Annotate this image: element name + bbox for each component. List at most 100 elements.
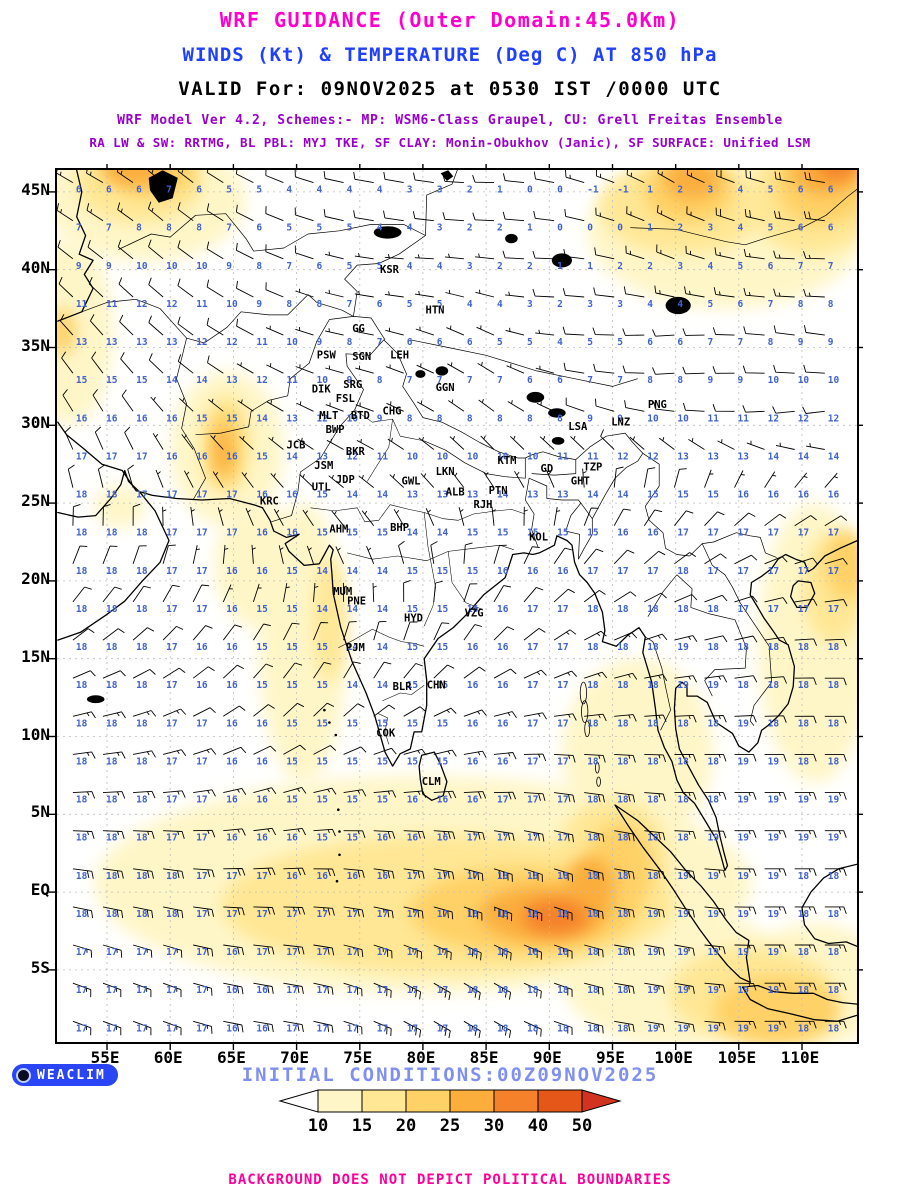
svg-text:18: 18 — [587, 1023, 599, 1034]
svg-text:5: 5 — [407, 299, 413, 310]
svg-text:14: 14 — [256, 413, 268, 424]
svg-text:17: 17 — [557, 604, 568, 615]
svg-text:2: 2 — [677, 223, 683, 234]
svg-text:6: 6 — [557, 375, 563, 386]
svg-text:8: 8 — [286, 299, 292, 310]
temperature-colorbar: 10 15 20 25 30 40 50 — [278, 1088, 622, 1140]
background-disclaimer: BACKGROUND DOES NOT DEPICT POLITICAL BOU… — [228, 1172, 672, 1188]
svg-text:16: 16 — [256, 566, 268, 577]
svg-text:19: 19 — [798, 833, 810, 844]
colorbar-tick: 40 — [527, 1116, 549, 1136]
svg-text:18: 18 — [136, 642, 148, 653]
svg-text:16: 16 — [286, 871, 298, 882]
lat-label: 20N — [21, 568, 50, 588]
svg-text:16: 16 — [256, 985, 268, 996]
svg-text:15: 15 — [347, 795, 359, 806]
svg-text:17: 17 — [136, 947, 147, 958]
svg-text:10: 10 — [407, 452, 419, 463]
svg-text:14: 14 — [587, 490, 599, 501]
svg-text:5: 5 — [587, 337, 593, 348]
svg-text:18: 18 — [467, 909, 479, 920]
svg-text:17: 17 — [256, 909, 267, 920]
svg-text:18: 18 — [647, 642, 659, 653]
svg-text:18: 18 — [828, 718, 840, 729]
svg-text:19: 19 — [647, 985, 659, 996]
lat-label: 5N — [30, 802, 50, 822]
svg-text:15: 15 — [708, 490, 720, 501]
svg-text:15: 15 — [437, 604, 449, 615]
svg-text:7: 7 — [347, 299, 353, 310]
svg-text:4: 4 — [407, 223, 413, 234]
svg-text:14: 14 — [768, 452, 780, 463]
svg-text:17: 17 — [347, 1023, 358, 1034]
svg-text:18: 18 — [136, 528, 148, 539]
svg-text:18: 18 — [497, 985, 509, 996]
svg-text:16: 16 — [467, 680, 479, 691]
svg-text:17: 17 — [226, 490, 237, 501]
svg-text:19: 19 — [798, 795, 810, 806]
svg-text:6: 6 — [136, 185, 142, 196]
svg-text:17: 17 — [196, 871, 207, 882]
svg-text:2: 2 — [467, 223, 473, 234]
svg-text:16: 16 — [226, 795, 238, 806]
svg-text:15: 15 — [286, 680, 298, 691]
svg-text:17: 17 — [166, 947, 177, 958]
svg-text:18: 18 — [798, 756, 810, 767]
svg-text:11: 11 — [587, 452, 599, 463]
svg-text:6: 6 — [738, 299, 744, 310]
svg-text:8: 8 — [377, 375, 383, 386]
svg-text:18: 18 — [136, 680, 148, 691]
svg-text:4: 4 — [677, 299, 683, 310]
svg-text:18: 18 — [647, 833, 659, 844]
svg-text:15: 15 — [407, 642, 419, 653]
lat-label: 10N — [21, 724, 50, 744]
svg-text:2: 2 — [467, 185, 473, 196]
svg-text:15: 15 — [76, 375, 88, 386]
svg-text:12: 12 — [768, 413, 779, 424]
station-label: PNG — [648, 399, 667, 411]
svg-text:17: 17 — [196, 604, 207, 615]
svg-text:19: 19 — [647, 909, 659, 920]
svg-text:16: 16 — [256, 490, 268, 501]
svg-text:14: 14 — [347, 490, 359, 501]
svg-text:19: 19 — [677, 985, 689, 996]
svg-text:18: 18 — [647, 604, 659, 615]
svg-text:6: 6 — [437, 337, 443, 348]
svg-text:16: 16 — [226, 718, 238, 729]
svg-text:5: 5 — [226, 185, 232, 196]
svg-text:18: 18 — [617, 1023, 629, 1034]
svg-text:18: 18 — [677, 604, 689, 615]
svg-text:17: 17 — [738, 566, 749, 577]
lon-label: 65E — [216, 1048, 246, 1067]
svg-text:14: 14 — [497, 490, 509, 501]
svg-text:18: 18 — [106, 604, 118, 615]
svg-text:15: 15 — [437, 718, 449, 729]
svg-text:19: 19 — [708, 1023, 720, 1034]
svg-text:18: 18 — [136, 604, 148, 615]
svg-text:2: 2 — [497, 261, 503, 272]
svg-text:17: 17 — [196, 985, 207, 996]
svg-text:17: 17 — [286, 909, 297, 920]
svg-text:15: 15 — [286, 566, 298, 577]
svg-text:18: 18 — [587, 718, 599, 729]
svg-text:5: 5 — [256, 185, 262, 196]
svg-text:10: 10 — [467, 452, 479, 463]
svg-text:15: 15 — [286, 756, 298, 767]
svg-text:18: 18 — [467, 947, 479, 958]
svg-text:18: 18 — [497, 871, 509, 882]
svg-text:17: 17 — [76, 947, 87, 958]
svg-text:12: 12 — [136, 299, 147, 310]
svg-text:2: 2 — [647, 261, 653, 272]
station-label: PTN — [489, 485, 508, 497]
svg-text:17: 17 — [347, 947, 358, 958]
svg-text:5: 5 — [347, 223, 353, 234]
svg-text:4: 4 — [437, 261, 443, 272]
lon-label: 75E — [343, 1048, 373, 1067]
svg-text:15: 15 — [407, 718, 419, 729]
svg-text:15: 15 — [377, 795, 389, 806]
svg-text:6: 6 — [828, 185, 834, 196]
svg-text:10: 10 — [527, 452, 539, 463]
svg-text:17: 17 — [557, 680, 568, 691]
svg-text:17: 17 — [798, 528, 809, 539]
svg-text:17: 17 — [527, 795, 538, 806]
